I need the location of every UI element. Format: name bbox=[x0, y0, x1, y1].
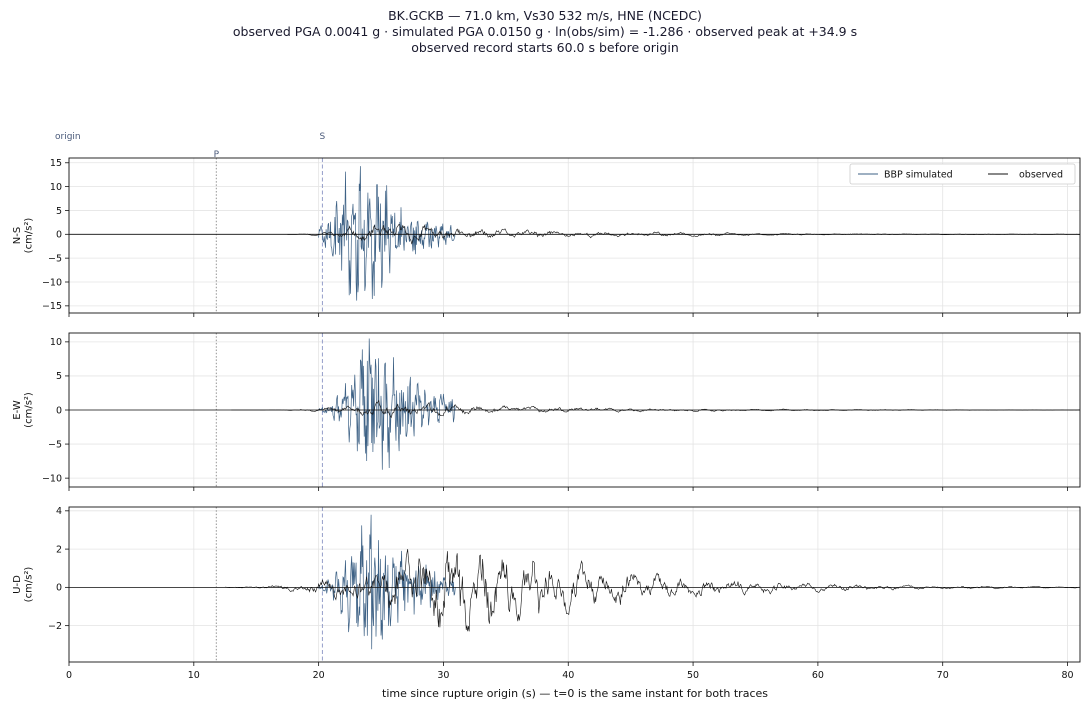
simulated-trace-n-s bbox=[318, 166, 456, 301]
panel-frame bbox=[68, 157, 1081, 314]
simulated-trace-u-d bbox=[318, 514, 456, 650]
panel-n-s: −15 −10 −5 0 5 10 15 N-S(cm/s²) bbox=[12, 157, 1081, 317]
y-tick-label: 0 bbox=[56, 230, 62, 241]
y-tick-label: 5 bbox=[56, 371, 62, 382]
x-tick-label: 0 bbox=[66, 670, 72, 681]
x-tick-label: 10 bbox=[188, 670, 200, 681]
p-phase-label: P bbox=[214, 150, 220, 160]
s-phase-label: S bbox=[320, 132, 326, 142]
legend-observed-label: observed bbox=[1019, 170, 1063, 181]
y-tick-label: −10 bbox=[42, 473, 62, 484]
panel-frame bbox=[68, 332, 1081, 488]
x-axis-label: time since rupture origin (s) — t=0 is t… bbox=[382, 687, 768, 700]
y-tick-label: −5 bbox=[48, 439, 62, 450]
y-tick-label: 15 bbox=[50, 158, 62, 169]
x-tick-label: 20 bbox=[313, 670, 325, 681]
y-tick-label: 0 bbox=[56, 405, 62, 416]
simulated-trace-e-w bbox=[318, 338, 456, 470]
figure-title-line2: observed PGA 0.0041 g · simulated PGA 0.… bbox=[233, 24, 857, 39]
x-tick-label: 30 bbox=[437, 670, 449, 681]
legend-box bbox=[849, 163, 1076, 185]
panel-e-w: −10 −5 0 5 10 E-W(cm/s²) bbox=[12, 332, 1081, 491]
y-axis-label-n-s: N-S(cm/s²) bbox=[12, 218, 35, 254]
panel-u-d: −2 0 2 4 U-D(cm/s²) bbox=[12, 506, 1081, 666]
y-tick-label: 10 bbox=[50, 182, 62, 193]
panel-frame bbox=[68, 506, 1081, 663]
observed-trace-e-w bbox=[231, 399, 1080, 418]
panels-group: −15 −10 −5 0 5 10 15 N-S(cm/s²) −10 −5 0 5 10 E-W(cm/… bbox=[12, 157, 1081, 666]
y-tick-label: 10 bbox=[50, 337, 62, 348]
y-tick-label: −15 bbox=[42, 301, 62, 312]
y-tick-label: −2 bbox=[48, 621, 62, 632]
y-tick-label: −5 bbox=[48, 253, 62, 264]
y-tick-label: 2 bbox=[56, 544, 62, 555]
x-tick-label: 50 bbox=[687, 670, 699, 681]
legend: BBP simulated observed bbox=[849, 163, 1076, 185]
observed-trace-u-d bbox=[224, 549, 1080, 632]
x-tick-label: 70 bbox=[937, 670, 949, 681]
y-axis-label-e-w: E-W(cm/s²) bbox=[12, 392, 35, 428]
y-tick-label: 5 bbox=[56, 206, 62, 217]
y-tick-label: 4 bbox=[56, 506, 62, 517]
y-axis-label-u-d: U-D(cm/s²) bbox=[12, 567, 35, 603]
x-axis: 0 10 20 30 40 50 60 70 80 bbox=[66, 670, 1074, 681]
y-tick-label: 0 bbox=[56, 583, 62, 594]
y-tick-label: −10 bbox=[42, 277, 62, 288]
origin-label: origin bbox=[55, 132, 81, 142]
x-tick-label: 80 bbox=[1061, 670, 1073, 681]
figure-title-line3: observed record starts 60.0 s before ori… bbox=[411, 40, 679, 55]
figure-title-line1: BK.GCKB — 71.0 km, Vs30 532 m/s, HNE (NC… bbox=[388, 8, 702, 23]
x-tick-label: 40 bbox=[562, 670, 574, 681]
x-tick-label: 60 bbox=[812, 670, 824, 681]
legend-simulated-label: BBP simulated bbox=[884, 170, 953, 181]
